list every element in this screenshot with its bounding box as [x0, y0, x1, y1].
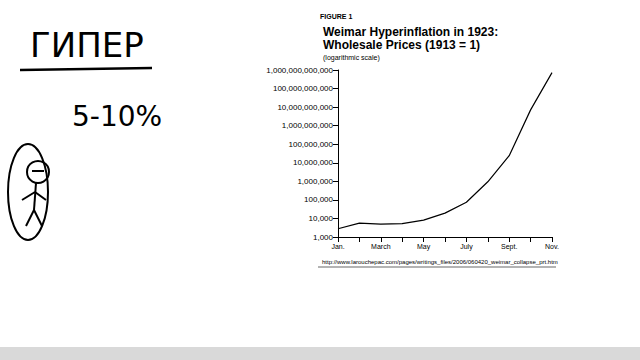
- svg-text:Wholesale Prices (1913 = 1): Wholesale Prices (1913 = 1): [323, 38, 480, 52]
- svg-text:Weimar Hyperinflation in 1923:: Weimar Hyperinflation in 1923:: [323, 25, 498, 39]
- svg-text:Jan.: Jan.: [331, 243, 344, 250]
- svg-text:FIGURE 1: FIGURE 1: [320, 13, 352, 20]
- svg-text:May: May: [417, 243, 431, 251]
- svg-text:(logarithmic scale): (logarithmic scale): [323, 54, 380, 62]
- svg-text:100,000,000,000: 100,000,000,000: [273, 84, 334, 93]
- svg-text:Sept.: Sept.: [501, 243, 517, 251]
- svg-text:1,000,000,000,000: 1,000,000,000,000: [266, 66, 333, 75]
- svg-text:Nov.: Nov.: [545, 243, 559, 250]
- svg-text:5-10%: 5-10%: [72, 100, 162, 133]
- svg-text:ГИПЕР: ГИПЕР: [30, 25, 144, 65]
- svg-text:10,000,000: 10,000,000: [293, 158, 334, 167]
- svg-text:100,000: 100,000: [304, 195, 333, 204]
- svg-text:1,000,000,000: 1,000,000,000: [282, 121, 334, 130]
- svg-text:10,000: 10,000: [309, 214, 334, 223]
- svg-text:10,000,000,000: 10,000,000,000: [277, 103, 333, 112]
- svg-text:100,000,000: 100,000,000: [289, 140, 334, 149]
- svg-text:1,000: 1,000: [313, 233, 334, 242]
- svg-text:March: March: [371, 243, 391, 250]
- svg-text:1,000,000: 1,000,000: [297, 177, 333, 186]
- svg-text:http://www.larouchepac.com/pag: http://www.larouchepac.com/pages/writing…: [322, 259, 558, 265]
- svg-text:July: July: [460, 243, 473, 251]
